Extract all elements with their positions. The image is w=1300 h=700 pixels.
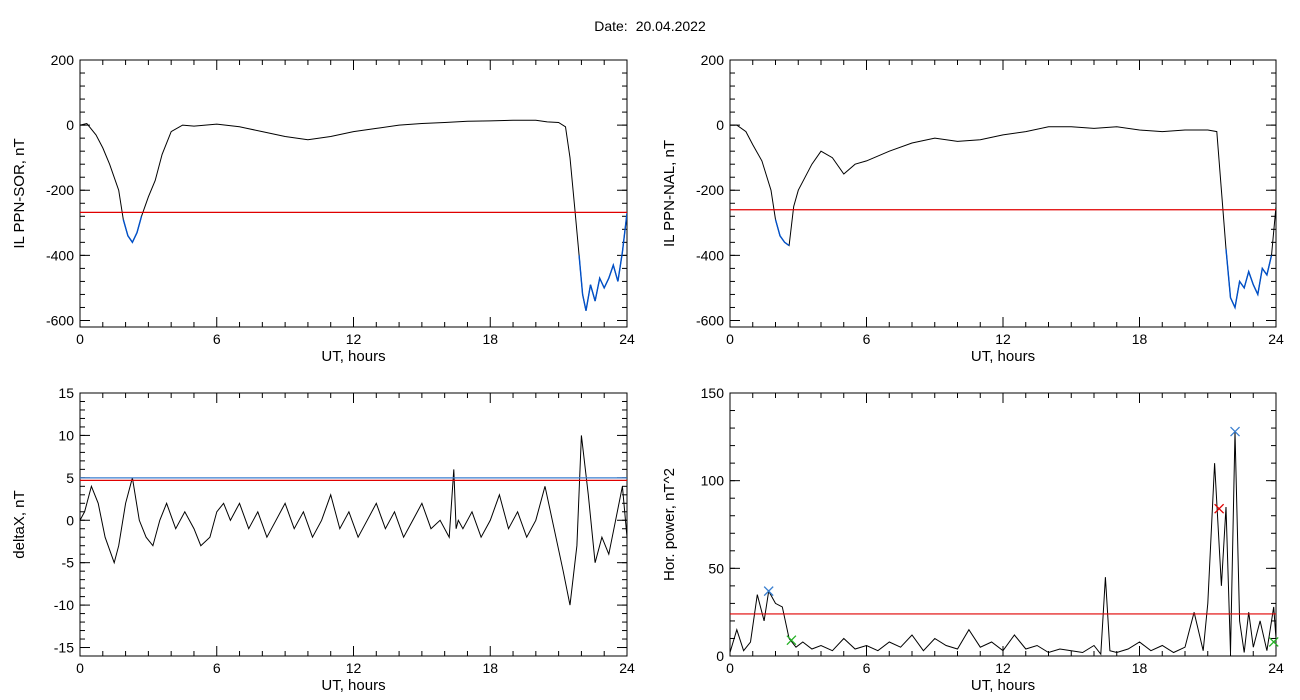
y-axis-label: Hor. power, nT^2	[661, 468, 678, 581]
y-tick-label: 0	[66, 512, 74, 528]
y-axis-label: IL PPN-NAL, nT	[661, 140, 678, 247]
y-tick-label: -15	[54, 640, 74, 656]
y-tick-label: 100	[701, 473, 725, 489]
series-line-power	[730, 431, 1276, 656]
y-tick-label: 15	[58, 385, 74, 401]
x-tick-label: 0	[76, 331, 84, 347]
plot-area	[730, 431, 1276, 656]
below-threshold-segment	[578, 212, 627, 311]
plot-area	[730, 124, 1276, 310]
y-tick-label: -200	[696, 182, 724, 198]
marker-stroke	[1214, 503, 1225, 514]
y-tick-label: -200	[46, 182, 74, 198]
x-tick-label: 18	[1132, 331, 1148, 347]
x-axis-label: UT, hours	[971, 677, 1035, 694]
panel-power: 0 6 12 18 24 0 50 100 150 UT, hours Hor. power, nT…	[661, 385, 1284, 694]
x-tick-label: 0	[726, 660, 734, 676]
marker-stroke	[1230, 426, 1241, 437]
x-tick-label: 6	[213, 331, 221, 347]
series-line-nal	[730, 124, 1276, 310]
x-axis-label: UT, hours	[321, 677, 385, 694]
x-tick-label: 24	[619, 331, 635, 347]
y-tick-label: -5	[62, 555, 75, 571]
x-tick-label: 6	[863, 660, 871, 676]
peak-marker	[1230, 426, 1241, 437]
x-tick-label: 24	[619, 660, 635, 676]
peak-marker	[763, 586, 774, 597]
y-tick-label: 200	[701, 52, 725, 68]
y-tick-label: 150	[701, 385, 725, 401]
x-tick-label: 12	[995, 660, 1011, 676]
x-tick-label: 24	[1268, 331, 1284, 347]
plot-area	[80, 119, 627, 311]
y-axis-label: IL PPN-SOR, nT	[11, 138, 28, 248]
x-tick-label: 0	[76, 660, 84, 676]
x-tick-label: 12	[346, 331, 362, 347]
y-tick-label: 0	[66, 117, 74, 133]
x-tick-label: 18	[482, 660, 498, 676]
date-label: Date:	[594, 18, 628, 34]
y-tick-label: 200	[51, 52, 75, 68]
y-tick-label: -400	[46, 247, 74, 263]
y-tick-label: 0	[716, 648, 724, 664]
x-tick-label: 0	[726, 331, 734, 347]
panel-deltax: 0 6 12 18 24 -15 -10 -5 0 5 10 15 UT, hours deltaX, n…	[11, 385, 635, 694]
x-tick-label: 24	[1268, 660, 1284, 676]
below-threshold-segment	[122, 216, 143, 244]
peak-marker	[1268, 637, 1279, 647]
plot-frame	[79, 59, 628, 328]
y-tick-label: 50	[708, 560, 724, 576]
plot-area	[80, 435, 627, 606]
peak-marker	[1214, 503, 1225, 514]
marker-stroke	[763, 586, 774, 597]
marker-stroke	[1268, 637, 1279, 647]
below-threshold-segment	[1225, 248, 1273, 310]
x-axis-label: UT, hours	[321, 348, 385, 365]
y-tick-label: -600	[696, 312, 724, 328]
x-tick-label: 12	[346, 660, 362, 676]
y-tick-label: 5	[66, 470, 74, 486]
x-axis-label: UT, hours	[971, 348, 1035, 365]
y-tick-label: -400	[696, 247, 724, 263]
y-tick-label: -600	[46, 312, 74, 328]
plot-frame	[729, 392, 1277, 657]
chart-header: Date: 20.04.2022	[0, 18, 1300, 34]
series-line-deltax	[80, 435, 627, 606]
x-tick-label: 18	[1132, 660, 1148, 676]
x-tick-label: 18	[482, 331, 498, 347]
series-line-sor	[80, 119, 627, 311]
y-tick-label: 0	[716, 117, 724, 133]
peak-marker	[786, 635, 797, 646]
marker-stroke	[786, 635, 797, 646]
panel-sor: 0 6 12 18 24 -600 -400 -200 0 200 UT, hours IL PPN-…	[11, 52, 635, 365]
x-tick-label: 6	[863, 331, 871, 347]
x-tick-label: 6	[213, 660, 221, 676]
y-tick-label: -10	[54, 597, 74, 613]
below-threshold-segment	[774, 219, 790, 247]
panel-nal: 0 6 12 18 24 -600 -400 -200 0 200 UT, hours IL PPN-…	[661, 52, 1284, 365]
x-tick-label: 12	[995, 331, 1011, 347]
date-value: 20.04.2022	[635, 18, 706, 34]
y-tick-label: 10	[58, 427, 74, 443]
y-axis-label: deltaX, nT	[11, 490, 28, 558]
plot-frame	[729, 59, 1277, 328]
